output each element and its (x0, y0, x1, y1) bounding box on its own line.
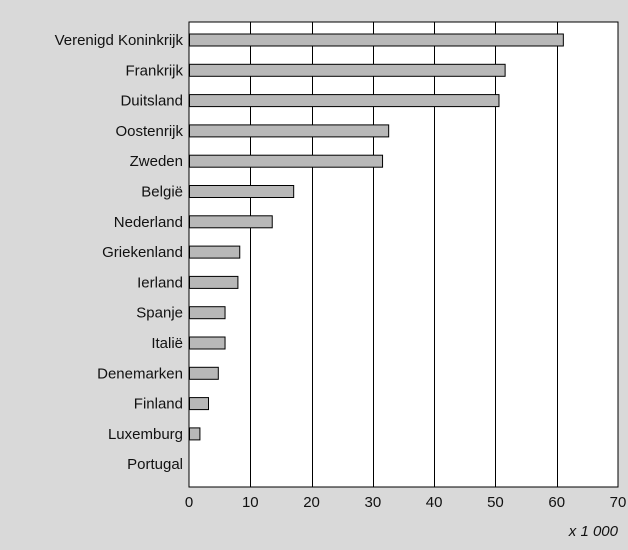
bar (189, 124, 390, 138)
category-label: Nederland (114, 214, 183, 231)
bar (189, 245, 241, 259)
plot-area (188, 21, 619, 488)
x-tick-label: 30 (365, 494, 382, 511)
bar (189, 154, 384, 168)
category-label: Italië (151, 335, 183, 352)
category-label: Spanje (136, 305, 183, 322)
category-label: Verenigd Koninkrijk (55, 32, 184, 49)
x-tick-labels: 0 10 20 30 40 50 60 70 (185, 494, 627, 511)
x-tick-label: 20 (303, 494, 320, 511)
bar (189, 397, 209, 411)
x-axis-unit-label: x 1 000 (568, 523, 619, 540)
bar (189, 427, 201, 441)
category-label: Griekenland (102, 244, 183, 261)
category-label: Denemarken (97, 365, 183, 382)
category-label: Zweden (130, 153, 183, 170)
bar (189, 306, 226, 320)
category-label: Ierland (137, 274, 183, 291)
bar (189, 366, 219, 380)
category-label: Finland (134, 396, 183, 413)
category-labels: Verenigd Koninkrijk Frankrijk Duitsland Oos… (55, 32, 184, 473)
x-tick-label: 40 (426, 494, 443, 511)
bar (189, 215, 273, 229)
category-label: Duitsland (120, 93, 183, 110)
category-label: België (141, 184, 183, 201)
x-tick-label: 70 (610, 494, 627, 511)
bar (189, 185, 295, 198)
bars (189, 33, 564, 441)
category-label: Luxemburg (108, 426, 183, 443)
bar (189, 63, 506, 77)
bar (189, 33, 564, 47)
category-label: Oostenrijk (115, 123, 183, 140)
category-label: Frankrijk (125, 62, 183, 79)
x-tick-label: 50 (487, 494, 504, 511)
bar (189, 94, 500, 108)
x-tick-label: 0 (185, 494, 193, 511)
bar (189, 275, 239, 289)
category-label: Portugal (127, 456, 183, 473)
x-tick-label: 10 (242, 494, 259, 511)
bar (189, 336, 226, 350)
x-tick-label: 60 (548, 494, 565, 511)
